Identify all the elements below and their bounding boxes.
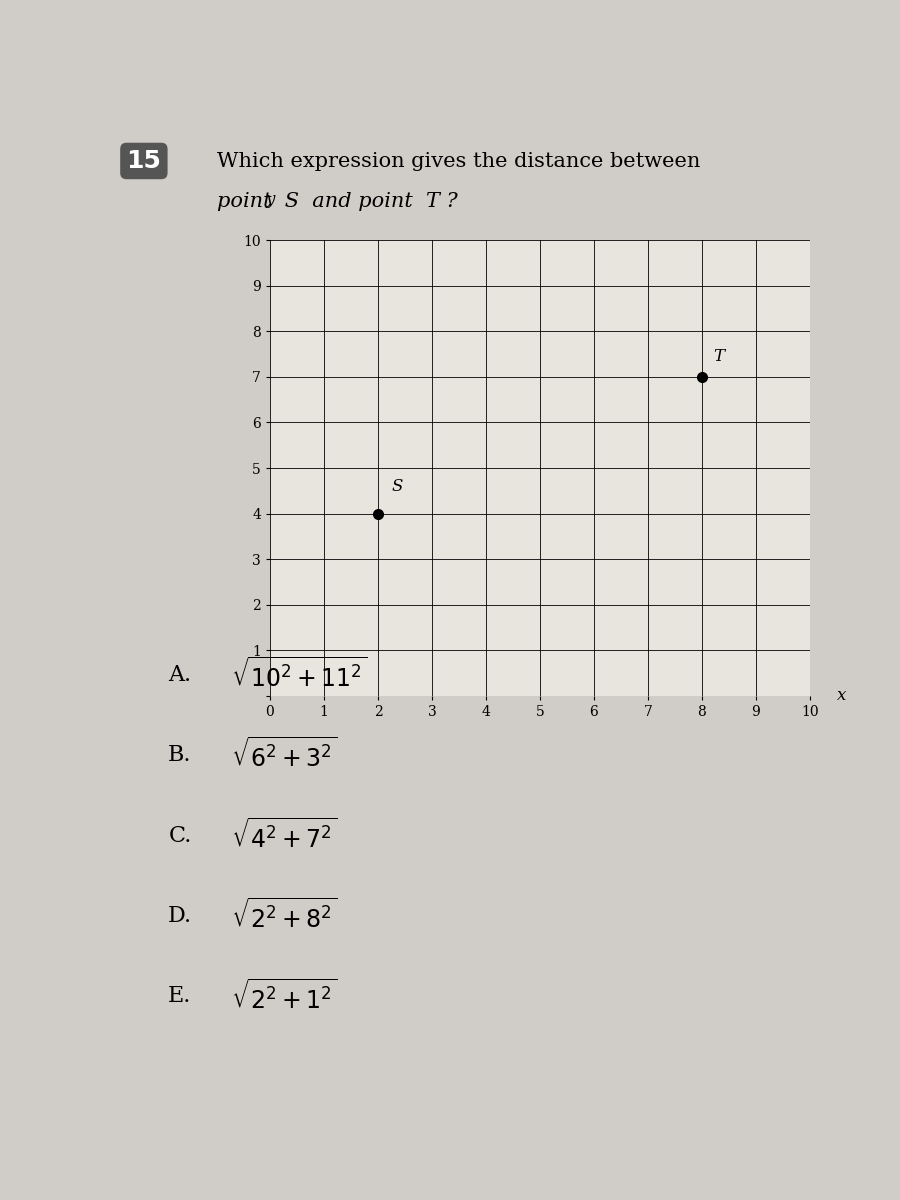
Text: point  S  and point  T ?: point S and point T ? xyxy=(217,192,458,211)
Text: $\sqrt{6^2 + 3^2}$: $\sqrt{6^2 + 3^2}$ xyxy=(231,737,338,773)
Text: A.: A. xyxy=(168,664,192,685)
Text: Which expression gives the distance between: Which expression gives the distance betw… xyxy=(217,152,700,170)
Text: $\sqrt{4^2 + 7^2}$: $\sqrt{4^2 + 7^2}$ xyxy=(231,818,338,853)
Text: $\sqrt{2^2 + 1^2}$: $\sqrt{2^2 + 1^2}$ xyxy=(231,979,338,1014)
Text: S: S xyxy=(392,479,403,496)
Text: E.: E. xyxy=(168,985,192,1008)
Text: y: y xyxy=(266,191,274,208)
Text: 15: 15 xyxy=(126,149,161,173)
Text: $\sqrt{2^2 + 8^2}$: $\sqrt{2^2 + 8^2}$ xyxy=(231,899,338,934)
Text: T: T xyxy=(713,348,724,365)
Text: D.: D. xyxy=(168,905,193,926)
Text: C.: C. xyxy=(168,824,192,846)
Text: B.: B. xyxy=(168,744,192,766)
Text: x: x xyxy=(837,688,846,704)
Text: $\sqrt{10^2 + 11^2}$: $\sqrt{10^2 + 11^2}$ xyxy=(231,656,367,692)
